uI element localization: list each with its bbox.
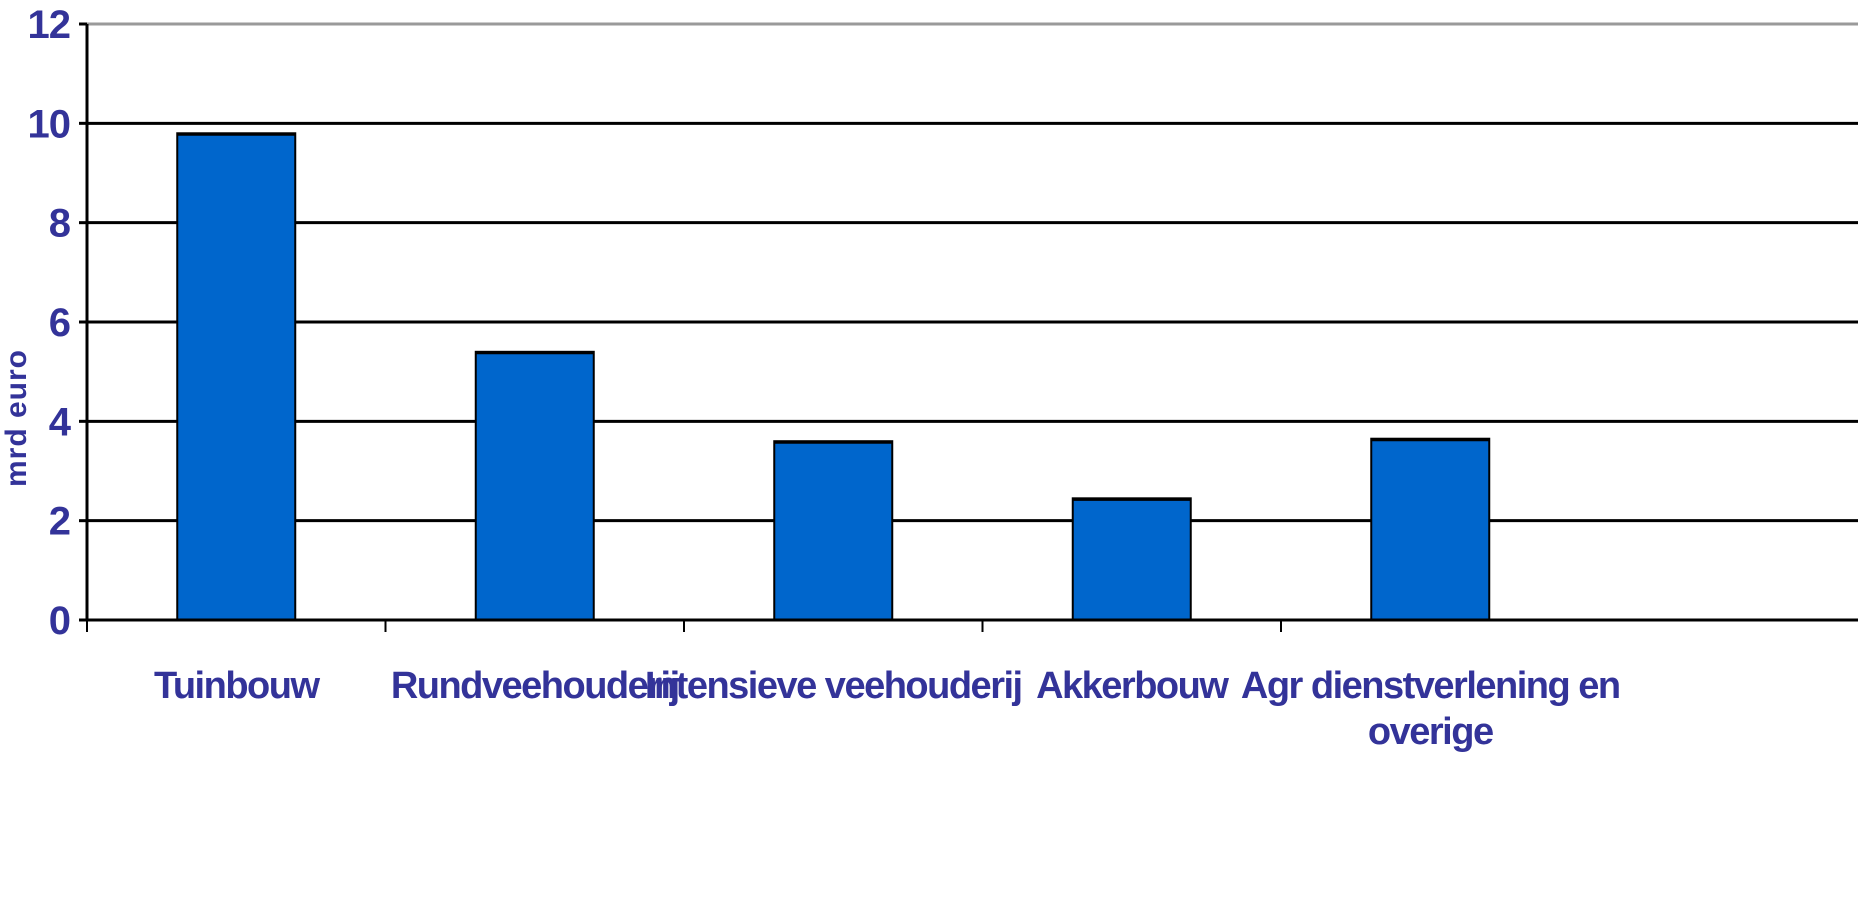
y-tick-label-4: 4 bbox=[49, 400, 72, 444]
y-tick-label-2: 2 bbox=[49, 500, 70, 544]
y-tick-labels: 0 2 4 6 8 10 12 bbox=[28, 3, 73, 643]
gridlines bbox=[87, 22, 1858, 523]
bar-group-2 bbox=[474, 350, 595, 621]
bar-group-3 bbox=[773, 440, 894, 622]
bar-5 bbox=[1370, 437, 1491, 622]
x-category-label-line: Intensieve veehouderij bbox=[645, 665, 1022, 707]
y-tick-label-6: 6 bbox=[49, 301, 70, 345]
bar-group-1 bbox=[176, 132, 297, 621]
x-category-label-line: overige bbox=[1368, 711, 1493, 753]
bars bbox=[176, 132, 1491, 622]
x-category-label-line: Tuinbouw bbox=[154, 665, 321, 707]
y-axis-title: mrd euro bbox=[0, 349, 33, 487]
bar-2 bbox=[474, 350, 595, 621]
x-category-label-line: Rundveehouderij bbox=[391, 665, 679, 707]
x-category-label-2: Rundveehouderij bbox=[391, 665, 679, 707]
x-category-label-4: Akkerbouw bbox=[1036, 665, 1229, 707]
x-category-label-3: Intensieve veehouderij bbox=[645, 665, 1022, 707]
y-tick-label-10: 10 bbox=[28, 102, 71, 146]
x-category-label-line: Akkerbouw bbox=[1036, 665, 1229, 707]
y-tick-label-0: 0 bbox=[49, 599, 70, 643]
bar-1 bbox=[176, 132, 297, 621]
bar-group-4 bbox=[1071, 497, 1192, 622]
y-tick-label-12: 12 bbox=[28, 3, 71, 47]
axes bbox=[79, 22, 1858, 632]
y-tick-label-8: 8 bbox=[49, 202, 71, 246]
x-category-label-1: Tuinbouw bbox=[154, 665, 321, 707]
bar-3 bbox=[773, 440, 894, 622]
x-category-label-line: Agr dienstverlening en bbox=[1241, 665, 1620, 707]
bar-group-5 bbox=[1370, 437, 1491, 622]
x-category-label-5: Agr dienstverlening en overige bbox=[1241, 665, 1620, 753]
bar-4 bbox=[1071, 497, 1192, 622]
